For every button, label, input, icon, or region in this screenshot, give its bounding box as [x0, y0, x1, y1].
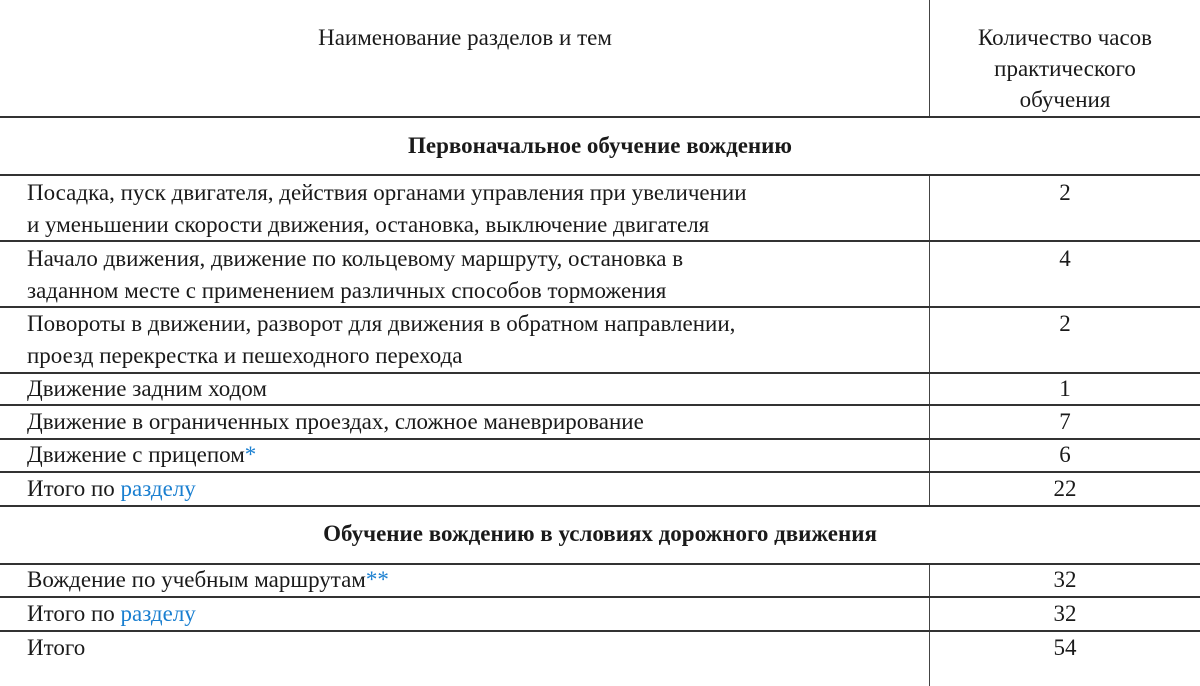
row-hours: 1 [1059, 376, 1071, 401]
column-divider [929, 0, 930, 117]
row-divider [0, 116, 1200, 118]
header-name: Наименование разделов и тем [318, 25, 612, 50]
row-divider [0, 630, 1200, 632]
section-title: Первоначальное обучение вождению [408, 133, 792, 158]
total-prefix: Итого по [27, 601, 121, 626]
footnote-mark-link[interactable]: ** [365, 567, 389, 592]
row-divider [0, 240, 1200, 242]
column-divider [929, 564, 930, 686]
row-hours: 7 [1059, 409, 1071, 434]
row-divider [0, 563, 1200, 565]
row-divider [0, 306, 1200, 308]
row-hours: 32 [1053, 567, 1077, 592]
footnote-mark-link[interactable]: * [244, 442, 257, 467]
row-name: Начало движения, движение по кольцевому … [27, 243, 917, 307]
row-name-line: Повороты в движении, разворот для движен… [27, 311, 736, 336]
header-hours-line: обучения [1019, 87, 1111, 112]
row-divider [0, 174, 1200, 176]
row-hours: 2 [1059, 180, 1071, 205]
row-name-text: Движение с прицепом [27, 442, 245, 467]
section-total-hours: 32 [1053, 601, 1077, 626]
row-name-line: и уменьшении скорости движения, остановк… [27, 212, 710, 237]
row-divider [0, 596, 1200, 598]
row-divider [0, 505, 1200, 507]
row-divider [0, 404, 1200, 406]
row-divider [0, 372, 1200, 374]
section-total-hours: 22 [1053, 476, 1077, 501]
column-divider [929, 175, 930, 506]
row-name: Вождение по учебным маршрутам** [27, 564, 917, 596]
row-name-line: заданном месте с применением различных с… [27, 278, 667, 303]
row-name: Движение задним ходом [27, 376, 267, 401]
grand-total-hours: 54 [1053, 635, 1077, 660]
row-name-line: Начало движения, движение по кольцевому … [27, 246, 684, 271]
row-divider [0, 438, 1200, 440]
header-hours: Количество часов практического обучения [930, 22, 1200, 115]
row-name-line: Посадка, пуск двигателя, действия органа… [27, 180, 747, 205]
section-title: Обучение вождению в условиях дорожного д… [323, 521, 877, 546]
section-total-name: Итого по разделу [27, 473, 917, 505]
row-name-line: проезд перекрестка и пешеходного переход… [27, 343, 463, 368]
header-hours-line: практического [994, 56, 1136, 81]
section-total-name: Итого по разделу [27, 598, 917, 630]
total-prefix: Итого по [27, 476, 121, 501]
header-hours-line: Количество часов [977, 25, 1153, 50]
section-link[interactable]: разделу [120, 601, 196, 626]
section-link[interactable]: разделу [120, 476, 196, 501]
row-divider [0, 471, 1200, 473]
row-name: Движение в ограниченных проездах, сложно… [27, 409, 644, 434]
row-name: Движение с прицепом* [27, 439, 917, 471]
row-name-text: Вождение по учебным маршрутам [27, 567, 366, 592]
row-name: Повороты в движении, разворот для движен… [27, 308, 917, 372]
row-hours: 6 [1059, 442, 1071, 467]
row-name: Посадка, пуск двигателя, действия органа… [27, 177, 917, 241]
grand-total-label: Итого [27, 635, 86, 660]
row-hours: 2 [1059, 311, 1071, 336]
row-hours: 4 [1059, 246, 1071, 271]
